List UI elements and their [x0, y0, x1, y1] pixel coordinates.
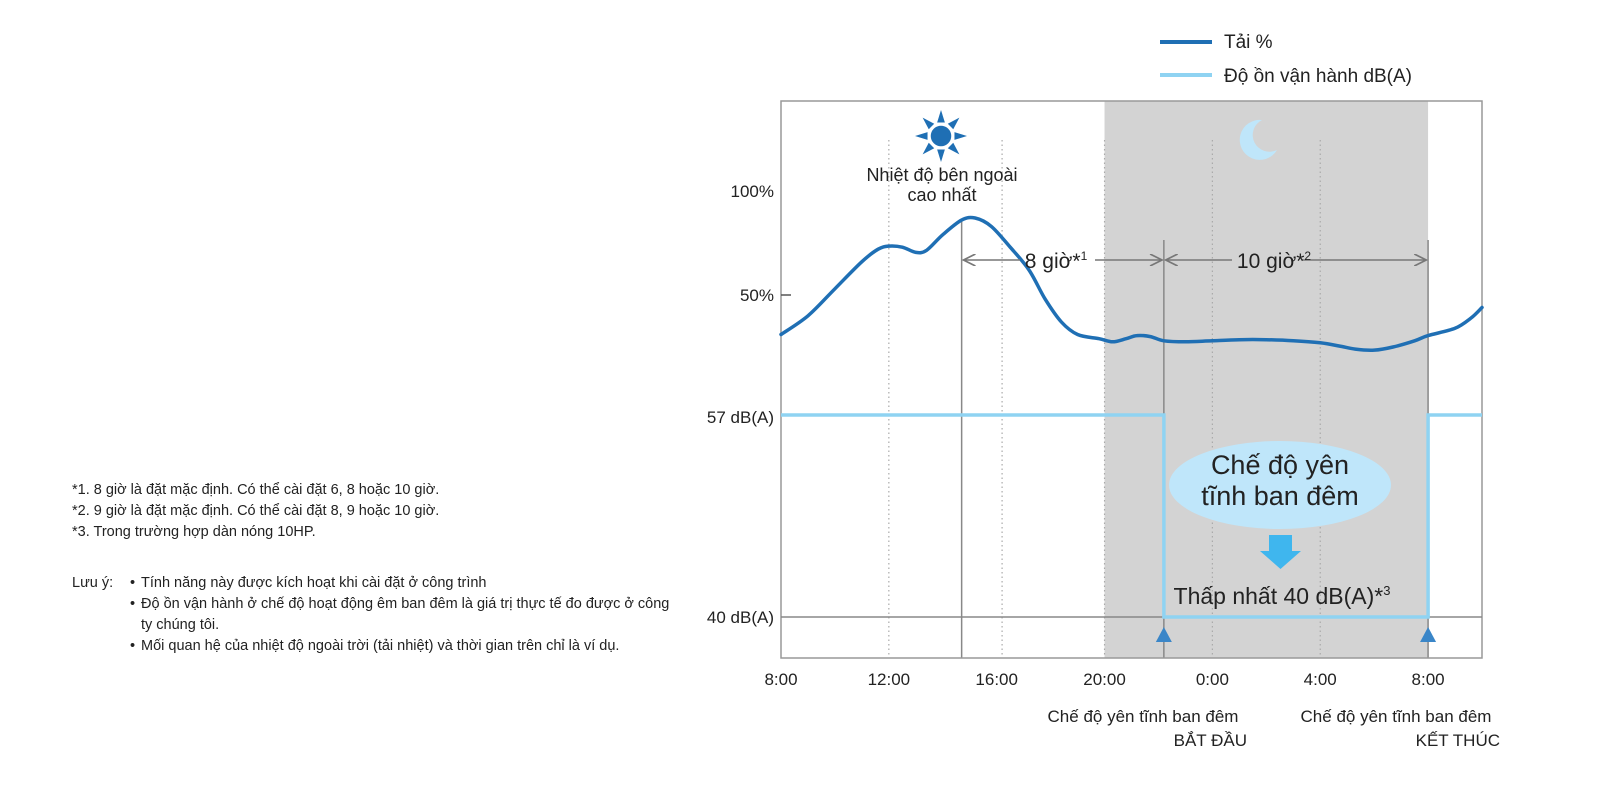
x-tick-label: 16:00 — [975, 670, 1018, 689]
y-tick-label-57db: 57 dB(A) — [707, 408, 774, 427]
footnote-2: *2. 9 giờ là đặt mặc định. Có thể cài đặ… — [72, 503, 440, 519]
x-tick-label: 4:00 — [1304, 670, 1337, 689]
duration-1-label-sup: 1 — [1081, 249, 1088, 263]
duration-1-label-text: 8 giờ* — [1025, 250, 1081, 273]
quiet-mode-line1: Chế độ yên — [1211, 450, 1349, 480]
y-tick-label-100: 100% — [731, 182, 774, 201]
sun-ray — [954, 132, 967, 140]
start-marker-triangle — [1155, 627, 1172, 642]
quiet-mode-bubble — [1169, 441, 1391, 529]
plot-frame — [780, 100, 1483, 659]
quiet-mode-line2: tĩnh ban đêm — [1201, 481, 1359, 511]
x-tick-label: 12:00 — [868, 670, 911, 689]
note-label: Lưu ý: — [72, 575, 114, 591]
min-noise-label-text: Thấp nhất 40 dB(A)* — [1174, 583, 1384, 609]
sun-ray — [937, 149, 945, 162]
series-line-load — [779, 215, 1484, 352]
start-label-line2: BẮT ĐẦU — [1174, 731, 1247, 750]
min-noise-label-sup: 3 — [1383, 583, 1390, 598]
legend: Tải % Độ ồn vận hành dB(A) — [1160, 32, 1412, 87]
sun-ray — [915, 132, 928, 140]
duration-1-label: 8 giờ*1 — [1025, 249, 1088, 273]
start-label-line1: Chế độ yên tĩnh ban đêm — [1048, 707, 1239, 726]
note-item: • Mối quan hệ của nhiệt độ ngoài trời (tả… — [130, 638, 620, 654]
legend-label-load: Tải % — [1224, 32, 1273, 53]
y-tick-label-40db: 40 dB(A) — [707, 608, 774, 627]
note-item-text: Tính năng này được kích hoạt khi cài đặt… — [141, 575, 487, 591]
sun-icon — [915, 110, 967, 162]
peak-label-line1: Nhiệt độ bên ngoài — [866, 165, 1017, 185]
duration-2-label: 10 giờ*2 — [1237, 249, 1311, 273]
sun-ray — [937, 110, 945, 123]
x-axis-ticks: 8:00 12:00 16:00 20:00 0:00 4:00 8:00 — [764, 670, 1444, 689]
note-item: • Độ ồn vận hành ở chế độ hoạt động êm ba… — [130, 596, 670, 633]
footnote-1: *1. 8 giờ là đặt mặc định. Có thể cài đặ… — [72, 482, 440, 498]
end-label-line2: KẾT THÚC — [1416, 731, 1500, 750]
down-arrow-icon — [1260, 535, 1301, 569]
footnotes-block: *1. 8 giờ là đặt mặc định. Có thể cài đặ… — [72, 480, 672, 657]
moon-icon — [1239, 119, 1277, 160]
sun-ray — [947, 142, 960, 155]
peak-label-line2: cao nhất — [907, 185, 976, 205]
sun-core — [928, 123, 954, 149]
night-mode-shade — [1104, 101, 1429, 658]
note-item-text: Độ ồn vận hành ở chế độ hoạt động êm ban… — [141, 596, 670, 633]
end-label-line1: Chế độ yên tĩnh ban đêm — [1301, 707, 1492, 726]
end-marker-triangle — [1420, 627, 1437, 642]
min-noise-label: Thấp nhất 40 dB(A)*3 — [1174, 583, 1391, 609]
x-tick-label: 20:00 — [1083, 670, 1126, 689]
duration-2-label-text: 10 giờ* — [1237, 250, 1304, 273]
series-line-noise — [781, 413, 1482, 619]
y-tick-label-50: 50% — [740, 286, 774, 305]
sun-ray — [947, 117, 960, 130]
x-tick-label: 8:00 — [764, 670, 797, 689]
note-item: • Tính năng này được kích hoạt khi cài đặ… — [130, 575, 487, 591]
sun-ray — [922, 142, 935, 155]
footnote-3: *3. Trong trường hợp dàn nóng 10HP. — [72, 524, 316, 540]
note-item-text: Mối quan hệ của nhiệt độ ngoài trời (tải… — [141, 638, 620, 654]
x-tick-label: 8:00 — [1412, 670, 1445, 689]
duration-2-label-sup: 2 — [1304, 249, 1311, 263]
x-tick-label: 0:00 — [1196, 670, 1229, 689]
sun-ray — [922, 117, 935, 130]
legend-label-noise: Độ ồn vận hành dB(A) — [1224, 66, 1412, 87]
